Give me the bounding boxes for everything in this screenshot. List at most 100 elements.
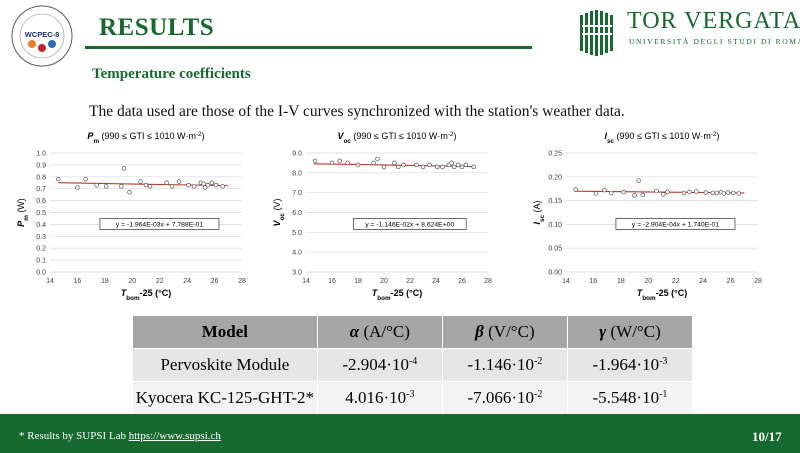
y-tick-label: 0.0 [36, 270, 46, 277]
data-point [164, 180, 169, 185]
university-name: TOR VERGATA [627, 8, 800, 34]
data-point [463, 162, 469, 168]
y-tick-label: 0.15 [548, 198, 562, 205]
data-point [721, 191, 726, 196]
data-point [471, 164, 476, 170]
wcpec-logo: WCPEC-8 [11, 5, 73, 67]
x-tick-label: 16 [590, 278, 598, 285]
data-point [103, 184, 109, 189]
trendline-equation: y = -1.964E-03x + 7.788E-01 [116, 221, 204, 228]
x-tick-label: 28 [238, 278, 246, 285]
supsi-link[interactable]: https://www.supsi.ch [128, 430, 221, 442]
x-tick-label: 26 [458, 278, 466, 285]
data-point [220, 184, 226, 189]
y-axis-label: Voc (V) [272, 199, 286, 227]
y-tick-label: 0.8 [36, 174, 46, 181]
data-point [714, 190, 720, 196]
x-tick-label: 22 [672, 278, 680, 285]
page-number: 10/17 [752, 429, 782, 444]
y-tick-label: 0.9 [36, 162, 46, 169]
data-point [119, 184, 124, 189]
data-point [205, 182, 210, 188]
cell-alpha: 4.016·10-3 [316, 381, 443, 415]
chart-pm-svg: Pm (990 ≤ GTI ≤ 1010 W·m-2) 0.0 0.1 0.2 0.3 0… [16, 131, 246, 302]
data-point [138, 179, 143, 184]
data-point [710, 190, 715, 196]
y-tick-label: 0.3 [36, 234, 46, 241]
data-point [375, 156, 380, 162]
x-tick-label: 24 [699, 278, 707, 285]
x-tick-label: 24 [183, 278, 191, 285]
data-point [355, 162, 361, 168]
x-tick-label: 28 [484, 278, 492, 285]
cell-beta: -1.146·10-2 [441, 348, 568, 382]
y-tick-label: 1.0 [36, 151, 46, 158]
data-point [209, 180, 215, 185]
cell-gamma: -5.548·10-1 [566, 381, 694, 415]
data-point [451, 164, 457, 170]
chart-voc-svg: Voc (990 ≤ GTI ≤ 1010 W·m-2) 3.0 4.0 5.0 6.0… [272, 131, 492, 302]
data-point [725, 190, 731, 195]
data-point [459, 164, 465, 170]
data-point [337, 158, 343, 164]
x-tick-label: 24 [432, 278, 440, 285]
x-tick-label: 16 [328, 278, 336, 285]
trendline [58, 182, 229, 187]
cell-gamma: -1.964·10-3 [566, 348, 694, 382]
x-tick-label: 14 [46, 278, 54, 285]
data-point [127, 190, 132, 195]
data-point [636, 178, 641, 183]
table-header-row: Model α (A/°C) β (V/°C) γ (W/°C) [132, 315, 694, 349]
tor-vergata-logo [580, 10, 613, 56]
data-point [55, 176, 61, 182]
y-tick-label: 0.7 [36, 186, 46, 193]
data-point [83, 176, 88, 182]
data-point [632, 193, 637, 198]
y-tick-label: 0.5 [36, 210, 46, 217]
y-tick-label: 4.0 [292, 250, 302, 257]
data-point [602, 187, 607, 193]
x-axis-label: Tbom-25 (°C) [372, 288, 422, 302]
data-point [449, 160, 454, 166]
data-point [703, 190, 709, 195]
x-tick-label: 20 [380, 278, 388, 285]
svg-text:WCPEC-8: WCPEC-8 [25, 30, 60, 39]
x-tick-label: 20 [128, 278, 136, 285]
y-tick-label: 0.1 [36, 258, 46, 265]
data-point [94, 182, 99, 188]
data-point [435, 164, 440, 170]
title-underline [85, 46, 532, 49]
x-axis-label: Tbom-25 (°C) [637, 288, 687, 302]
chart-pm: Pm (990 ≤ GTI ≤ 1010 W·m-2) 0.0 0.1 0.2 0.3 0… [14, 127, 250, 307]
data-point [213, 182, 219, 188]
header-beta: β (V/°C) [441, 315, 568, 349]
data-point [427, 162, 432, 168]
page-title: RESULTS [99, 14, 215, 41]
trendline-equation: y = -2.904E-04x + 1.740E-01 [632, 221, 720, 228]
y-tick-label: 9.0 [292, 151, 302, 158]
data-point [345, 160, 350, 166]
table-row: Pervoskite Module -2.904·10-4 -1.146·10-… [132, 348, 694, 382]
x-tick-label: 26 [211, 278, 219, 285]
data-point [147, 184, 153, 189]
data-point [654, 188, 659, 194]
intro-text: The data used are those of the I-V curve… [89, 103, 625, 120]
cell-beta: -7.066·10-2 [441, 381, 568, 415]
chart-voc: Voc (990 ≤ GTI ≤ 1010 W·m-2) 3.0 4.0 5.0 6.0… [270, 127, 496, 307]
data-point [392, 160, 397, 166]
x-tick-label: 18 [617, 278, 625, 285]
data-point [396, 164, 401, 170]
y-tick-label: 8.0 [292, 170, 302, 177]
chart-title: Isc (990 ≤ GTI ≤ 1010 W·m-2) [604, 131, 719, 145]
cell-model: Pervoskite Module [132, 348, 318, 382]
y-axis-label: Pm (W) [16, 198, 30, 227]
table-row: Kyocera KC-125-GHT-2* 4.016·10-3 -7.066·… [132, 381, 694, 415]
y-tick-label: 0.10 [548, 222, 562, 229]
x-tick-label: 14 [562, 278, 570, 285]
trendline-label-box [352, 218, 467, 230]
data-point [661, 192, 666, 197]
x-tick-label: 14 [302, 278, 310, 285]
data-point [329, 160, 335, 166]
data-point [401, 162, 406, 168]
data-point [176, 179, 182, 184]
